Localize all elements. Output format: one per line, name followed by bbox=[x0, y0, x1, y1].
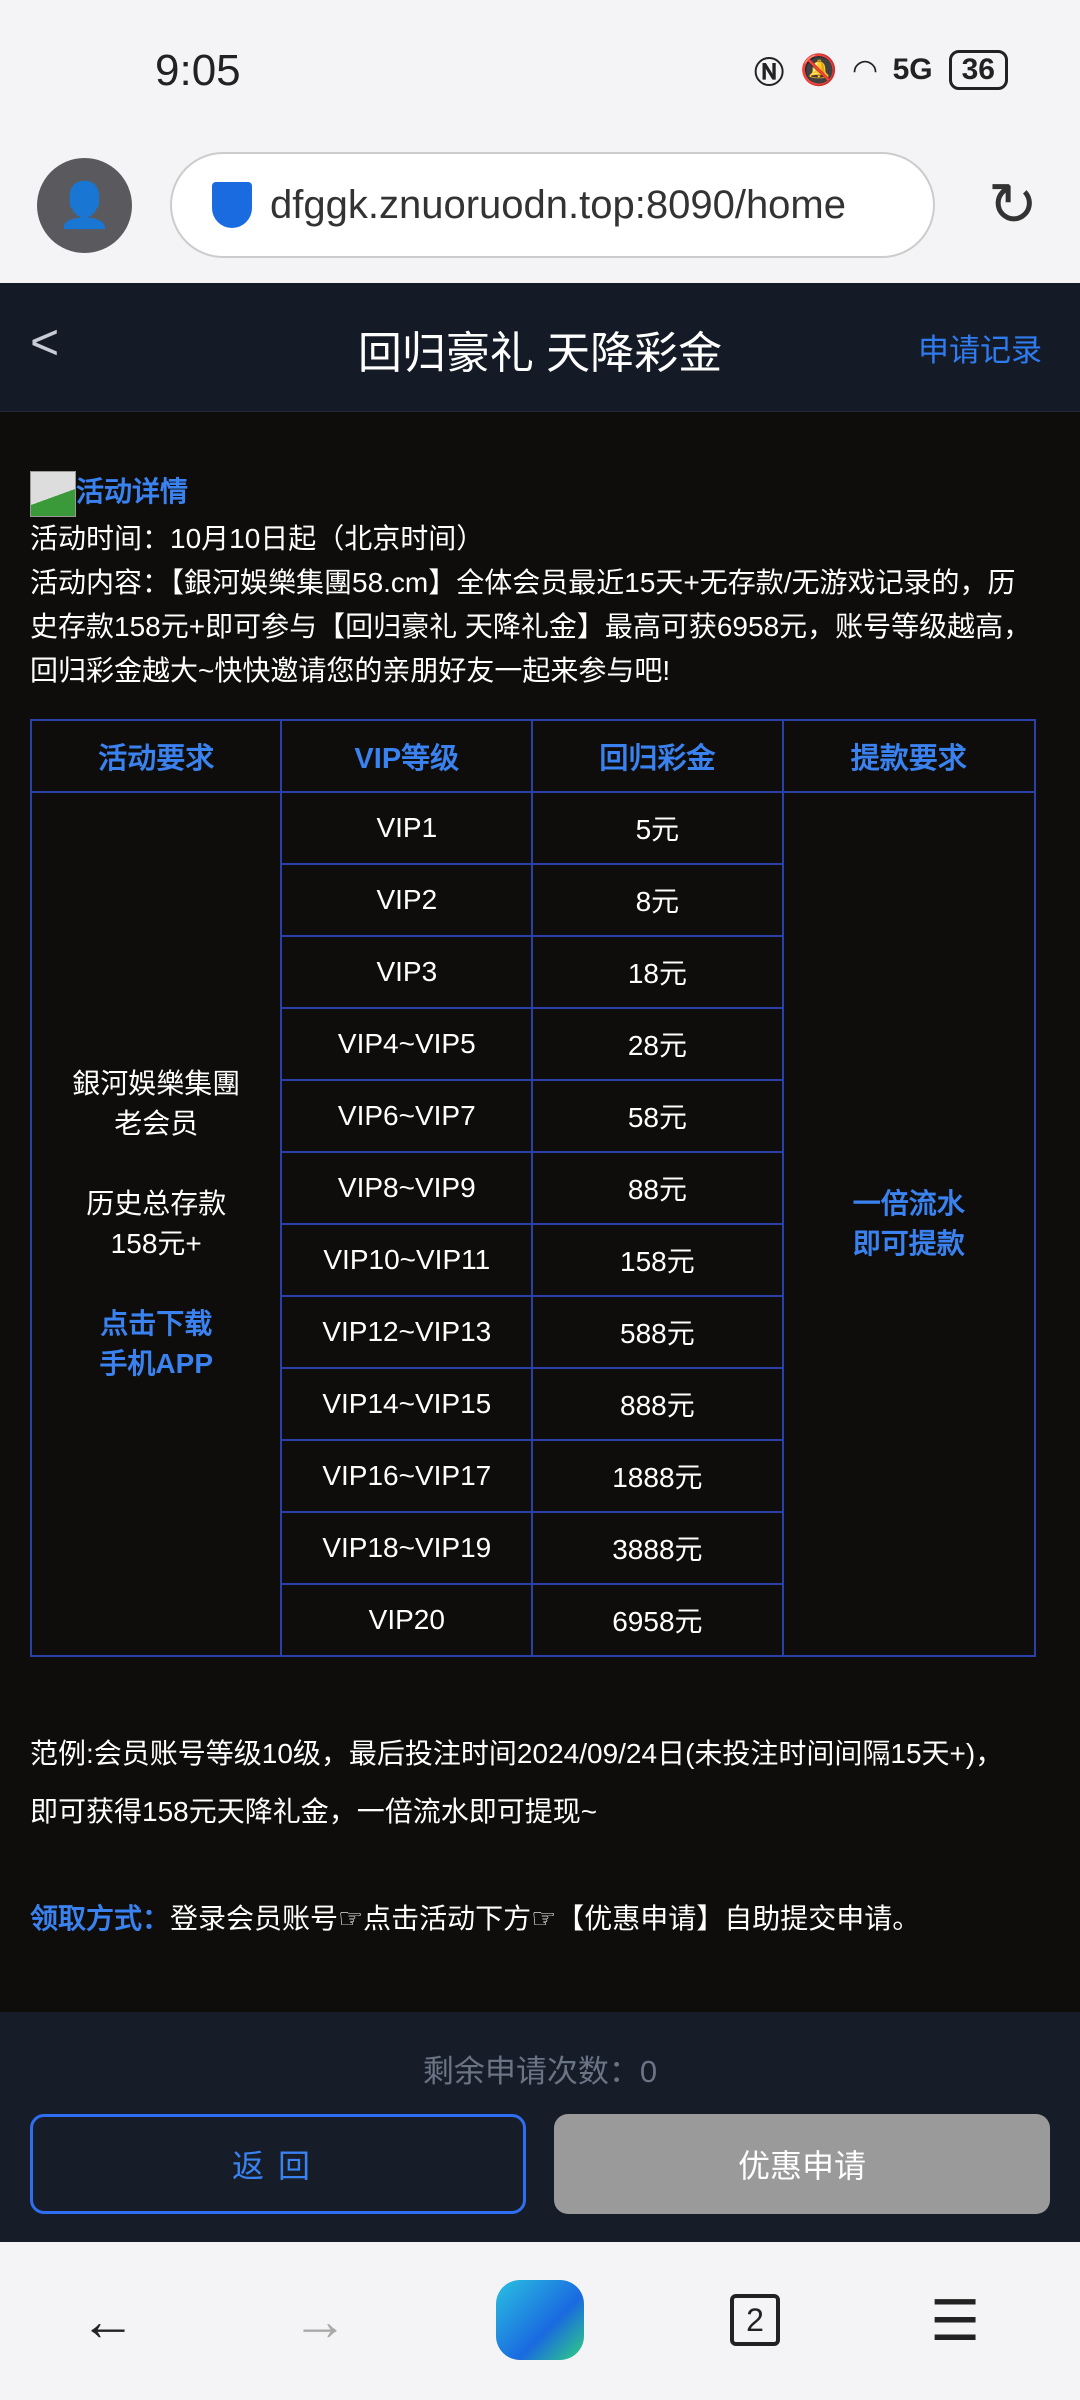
broken-image-icon bbox=[30, 470, 76, 517]
nfc-icon: Ⓝ bbox=[754, 57, 785, 90]
back-arrow-icon[interactable]: ← bbox=[80, 2289, 136, 2352]
clock: 9:05 bbox=[155, 46, 241, 95]
activity-content: 活动内容：【銀河娛樂集團58.cm】全体会员最近15天+无存款/无游戏记录的，历… bbox=[30, 566, 1032, 686]
remaining-count: 剩余申请次数：0 bbox=[422, 2054, 658, 2089]
withdraw-cell: 一倍流水 即可提款 bbox=[781, 791, 1037, 1657]
download-app-link[interactable]: 点击下载手机APP bbox=[32, 1304, 280, 1384]
bonus-cell: 158元 bbox=[531, 1223, 784, 1297]
battery-icon: 36 bbox=[948, 50, 1008, 90]
bonus-cell: 28元 bbox=[531, 1007, 784, 1081]
security-shield-icon bbox=[212, 182, 252, 228]
claim-label: 领取方式： bbox=[30, 1903, 171, 1934]
claim-method: 领取方式：登录会员账号☞点击活动下方☞【优惠申请】自助提交申请。 bbox=[30, 1897, 920, 1937]
browser-bottom-nav: ← → 2 ☰ bbox=[0, 2242, 1080, 2400]
url-text: dfggk.znuoruodn.top:8090/home bbox=[270, 182, 846, 227]
table-row: VIP14~VIP15 888元 bbox=[31, 1367, 1035, 1441]
menu-icon[interactable]: ☰ bbox=[930, 2289, 981, 2352]
table-row: VIP3 18元 bbox=[31, 935, 1035, 1009]
req-text: 158元+ bbox=[110, 1228, 202, 1259]
bonus-cell: 5元 bbox=[531, 791, 784, 865]
status-bar: 9:05 Ⓝ 🔕 ◠ 5G 36 bbox=[0, 0, 1080, 140]
withdraw-text: 一倍流水 bbox=[852, 1188, 965, 1219]
example-line: 范例:会员账号等级10级，最后投注时间2024/09/24日(未投注时间间隔15… bbox=[30, 1738, 1004, 1769]
bonus-table: 活动要求 VIP等级 回归彩金 提款要求 銀河娛樂集團 老会员 历史总存款 15… bbox=[29, 719, 1037, 1657]
bonus-cell: 58元 bbox=[531, 1079, 784, 1153]
link-text: 手机APP bbox=[99, 1348, 213, 1379]
col-header: 提款要求 bbox=[781, 719, 1037, 793]
bonus-cell: 588元 bbox=[531, 1295, 784, 1369]
back-chevron-icon[interactable]: < bbox=[30, 314, 60, 370]
vip-level-cell: VIP20 bbox=[280, 1583, 534, 1657]
vip-level-cell: VIP12~VIP13 bbox=[280, 1295, 534, 1369]
activity-details-link[interactable]: 活动详情 bbox=[76, 476, 189, 507]
req-text: 銀河娛樂集團 bbox=[72, 1068, 241, 1099]
application-records-link[interactable]: 申请记录 bbox=[918, 333, 1042, 368]
vip-level-cell: VIP4~VIP5 bbox=[280, 1007, 534, 1081]
vip-level-cell: VIP1 bbox=[280, 791, 534, 865]
activity-time: 活动时间：10月10日起（北京时间） bbox=[30, 522, 485, 554]
mute-icon: 🔕 bbox=[800, 53, 838, 87]
vip-level-cell: VIP6~VIP7 bbox=[280, 1079, 534, 1153]
vip-level-cell: VIP18~VIP19 bbox=[280, 1511, 534, 1585]
vip-level-cell: VIP3 bbox=[280, 935, 534, 1009]
wifi-icon: ◠ bbox=[853, 53, 877, 87]
tabs-button[interactable]: 2 bbox=[730, 2294, 780, 2346]
table-row: VIP16~VIP17 1888元 bbox=[31, 1439, 1035, 1513]
table-row: 銀河娛樂集團 老会员 历史总存款 158元+ 点击下载 手机APP VIP1 5元 一倍… bbox=[29, 791, 1037, 1657]
vip-level-cell: VIP16~VIP17 bbox=[280, 1439, 534, 1513]
col-header: 回归彩金 bbox=[531, 719, 784, 793]
vip-level-cell: VIP8~VIP9 bbox=[280, 1151, 534, 1225]
table-row: VIP8~VIP9 88元 bbox=[31, 1151, 1035, 1225]
bonus-cell: 88元 bbox=[531, 1151, 784, 1225]
bonus-cell: 8元 bbox=[531, 863, 784, 937]
req-text: 历史总存款 bbox=[86, 1188, 227, 1219]
bonus-cell: 888元 bbox=[531, 1367, 784, 1441]
claim-text: 登录会员账号☞点击活动下方☞【优惠申请】自助提交申请。 bbox=[170, 1903, 921, 1934]
link-text: 点击下载 bbox=[100, 1308, 213, 1339]
forward-arrow-icon[interactable]: → bbox=[292, 2289, 348, 2352]
activity-intro: 活动详情 活动时间：10月10日起（北京时间） 活动内容：【銀河娛樂集團58.c… bbox=[30, 470, 1040, 693]
table-row: VIP2 8元 bbox=[31, 863, 1035, 937]
address-bar[interactable]: dfggk.znuoruodn.top:8090/home bbox=[170, 152, 935, 258]
col-header: 活动要求 bbox=[29, 719, 283, 793]
table-row: VIP18~VIP19 3888元 bbox=[31, 1511, 1035, 1585]
copilot-icon[interactable] bbox=[496, 2280, 584, 2360]
req-text: 老会员 bbox=[114, 1108, 199, 1139]
vip-level-cell: VIP2 bbox=[280, 863, 534, 937]
page-title: 回归豪礼 天降彩金 bbox=[357, 329, 723, 378]
table-row: VIP12~VIP13 588元 bbox=[31, 1295, 1035, 1369]
bottom-panel: 剩余申请次数：0 返回 优惠申请 bbox=[0, 2012, 1080, 2242]
bonus-cell: 1888元 bbox=[531, 1439, 784, 1513]
status-icons: Ⓝ 🔕 ◠ 5G 36 bbox=[754, 48, 1008, 92]
table-row: VIP6~VIP7 58元 bbox=[31, 1079, 1035, 1153]
bonus-cell: 3888元 bbox=[531, 1511, 784, 1585]
table-row: VIP20 6958元 bbox=[31, 1583, 1035, 1657]
col-header: VIP等级 bbox=[280, 719, 534, 793]
profile-avatar-icon[interactable]: 👤 bbox=[37, 158, 132, 253]
table-row: VIP4~VIP5 28元 bbox=[31, 1007, 1035, 1081]
bonus-cell: 6958元 bbox=[531, 1583, 784, 1657]
example-text: 范例:会员账号等级10级，最后投注时间2024/09/24日(未投注时间间隔15… bbox=[30, 1725, 1050, 1841]
reload-icon[interactable]: ↻ bbox=[987, 171, 1038, 238]
return-button[interactable]: 返回 bbox=[30, 2114, 526, 2214]
withdraw-text: 即可提款 bbox=[852, 1228, 965, 1259]
bonus-cell: 18元 bbox=[531, 935, 784, 1009]
requirement-cell: 銀河娛樂集團 老会员 历史总存款 158元+ 点击下载手机APP bbox=[29, 791, 283, 1657]
vip-level-cell: VIP10~VIP11 bbox=[280, 1223, 534, 1297]
table-row: VIP10~VIP11 158元 bbox=[31, 1223, 1035, 1297]
example-line: 即可获得158元天降礼金，一倍流水即可提现~ bbox=[30, 1796, 598, 1827]
vip-level-cell: VIP14~VIP15 bbox=[280, 1367, 534, 1441]
signal-icon: 5G bbox=[892, 53, 933, 86]
browser-toolbar: 👤 dfggk.znuoruodn.top:8090/home ↻ bbox=[0, 140, 1080, 283]
page-header: < 回归豪礼 天降彩金 申请记录 bbox=[0, 283, 1080, 412]
apply-button[interactable]: 优惠申请 bbox=[554, 2114, 1050, 2214]
